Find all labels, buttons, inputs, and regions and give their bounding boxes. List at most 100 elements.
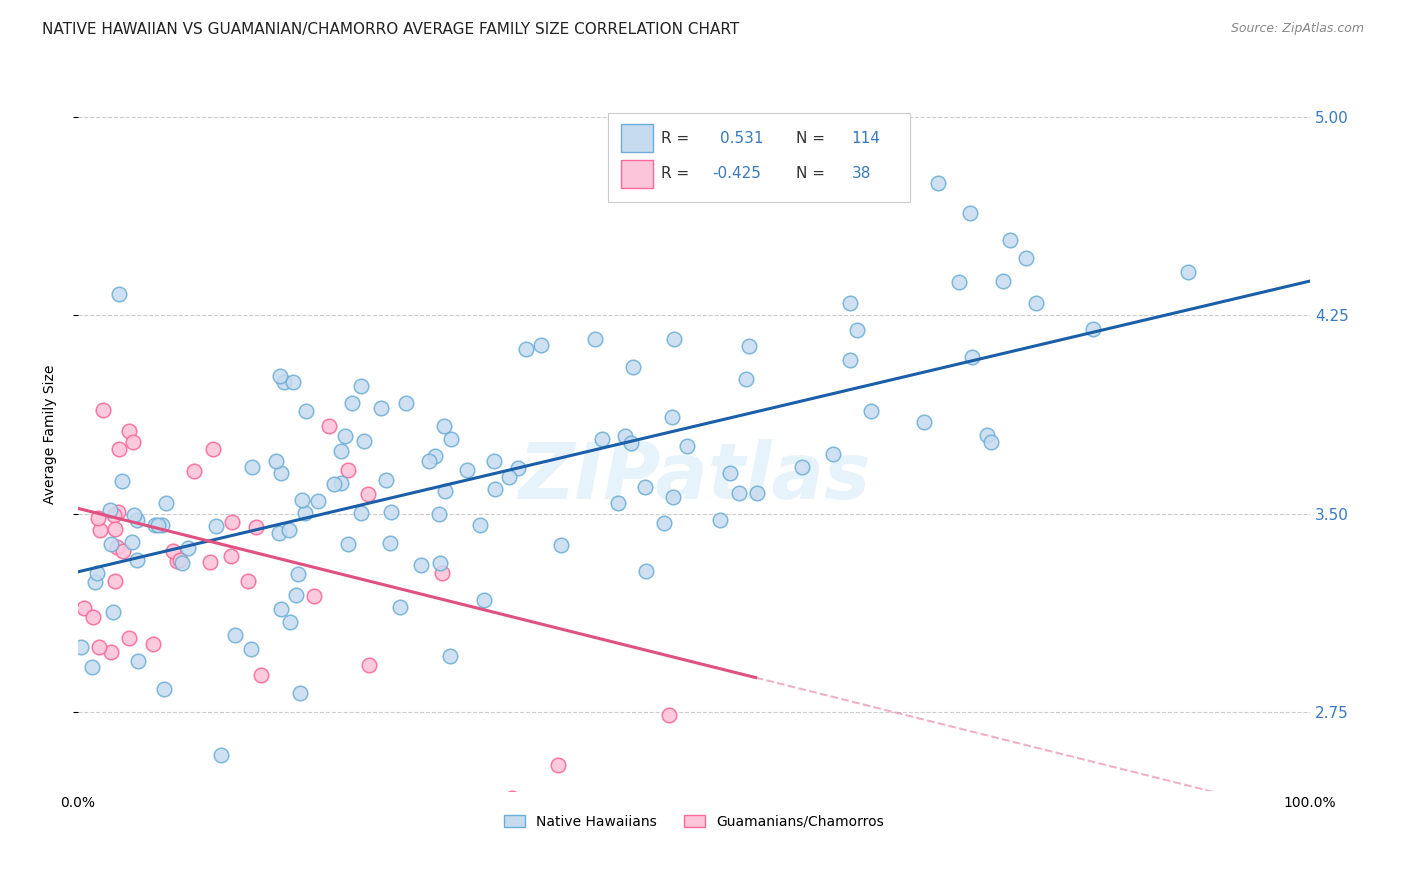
Text: 114: 114 (852, 130, 880, 145)
Point (224, 628, 246, 642)
Point (238, 574, 260, 589)
Point (86, 566, 108, 581)
Point (104, 522, 127, 536)
Point (634, 564, 657, 578)
Point (100, 645, 122, 659)
Text: R =: R = (661, 130, 689, 145)
Point (107, 504, 129, 518)
Point (82, 609, 104, 624)
Point (290, 686, 312, 700)
Point (482, 454, 505, 468)
Point (146, 517, 169, 532)
Point (269, 368, 291, 383)
Point (104, 574, 127, 589)
Point (359, 657, 381, 672)
Point (219, 549, 242, 563)
Point (127, 513, 149, 527)
Point (823, 447, 845, 461)
Point (409, 558, 432, 573)
Point (108, 287, 131, 301)
Point (418, 454, 440, 468)
Point (501, 790, 523, 805)
Point (98, 503, 121, 517)
Point (927, 176, 949, 190)
Point (209, 747, 232, 762)
Point (658, 708, 681, 723)
Point (860, 404, 883, 418)
Point (433, 484, 456, 499)
Point (108, 442, 131, 456)
Point (307, 494, 329, 508)
Point (73, 601, 96, 615)
Point (959, 206, 981, 220)
Point (70, 640, 93, 654)
Point (634, 480, 657, 494)
Point (839, 353, 862, 368)
Point (912, 415, 935, 429)
Point (143, 517, 166, 532)
Point (101, 605, 124, 619)
Point (839, 296, 862, 310)
Point (122, 435, 145, 450)
Text: Source: ZipAtlas.com: Source: ZipAtlas.com (1230, 22, 1364, 36)
Point (661, 410, 683, 425)
Point (432, 566, 454, 581)
Point (980, 435, 1002, 450)
Text: 0.531: 0.531 (720, 130, 763, 145)
Point (100, 536, 122, 550)
Point (1177, 265, 1199, 279)
Point (623, 359, 645, 374)
Point (960, 350, 983, 364)
Point (792, 459, 814, 474)
Text: ZIPatlas: ZIPatlas (517, 439, 870, 516)
Point (340, 396, 363, 410)
Point (738, 339, 761, 353)
Point (585, 332, 607, 346)
Point (472, 592, 495, 607)
Point (718, 466, 741, 480)
Point (142, 637, 165, 651)
Point (662, 333, 685, 347)
Point (747, 486, 769, 500)
Point (124, 508, 146, 523)
Point (318, 419, 340, 434)
Point (550, 538, 572, 552)
Point (183, 464, 205, 478)
Point (322, 477, 344, 491)
Point (287, 567, 309, 582)
Point (80, 659, 103, 673)
Point (105, 540, 128, 554)
Point (427, 508, 450, 522)
Point (380, 505, 402, 519)
Point (302, 589, 325, 603)
FancyBboxPatch shape (621, 124, 654, 152)
Point (846, 323, 869, 337)
Point (250, 667, 273, 681)
Point (395, 396, 418, 410)
Point (357, 487, 380, 501)
Point (498, 469, 520, 483)
Point (591, 433, 613, 447)
Point (127, 654, 149, 668)
Point (270, 602, 292, 616)
FancyBboxPatch shape (621, 160, 654, 187)
Y-axis label: Average Family Size: Average Family Size (44, 365, 58, 504)
Point (162, 543, 184, 558)
Point (264, 454, 287, 468)
Legend: Native Hawaiians, Guamanians/Chamorros: Native Hawaiians, Guamanians/Chamorros (498, 809, 890, 834)
FancyBboxPatch shape (607, 113, 910, 202)
Point (245, 520, 267, 534)
Text: 38: 38 (852, 166, 872, 181)
Point (205, 519, 228, 533)
Point (150, 518, 173, 533)
Point (294, 403, 316, 417)
Point (278, 615, 301, 629)
Point (429, 557, 451, 571)
Point (336, 537, 359, 551)
Text: NATIVE HAWAIIAN VS GUAMANIAN/CHAMORRO AVERAGE FAMILY SIZE CORRELATION CHART: NATIVE HAWAIIAN VS GUAMANIAN/CHAMORRO AV… (42, 22, 740, 37)
Point (370, 401, 392, 416)
Text: N =: N = (796, 166, 825, 181)
Point (1015, 251, 1038, 265)
Point (1083, 322, 1105, 336)
Point (84, 575, 107, 590)
